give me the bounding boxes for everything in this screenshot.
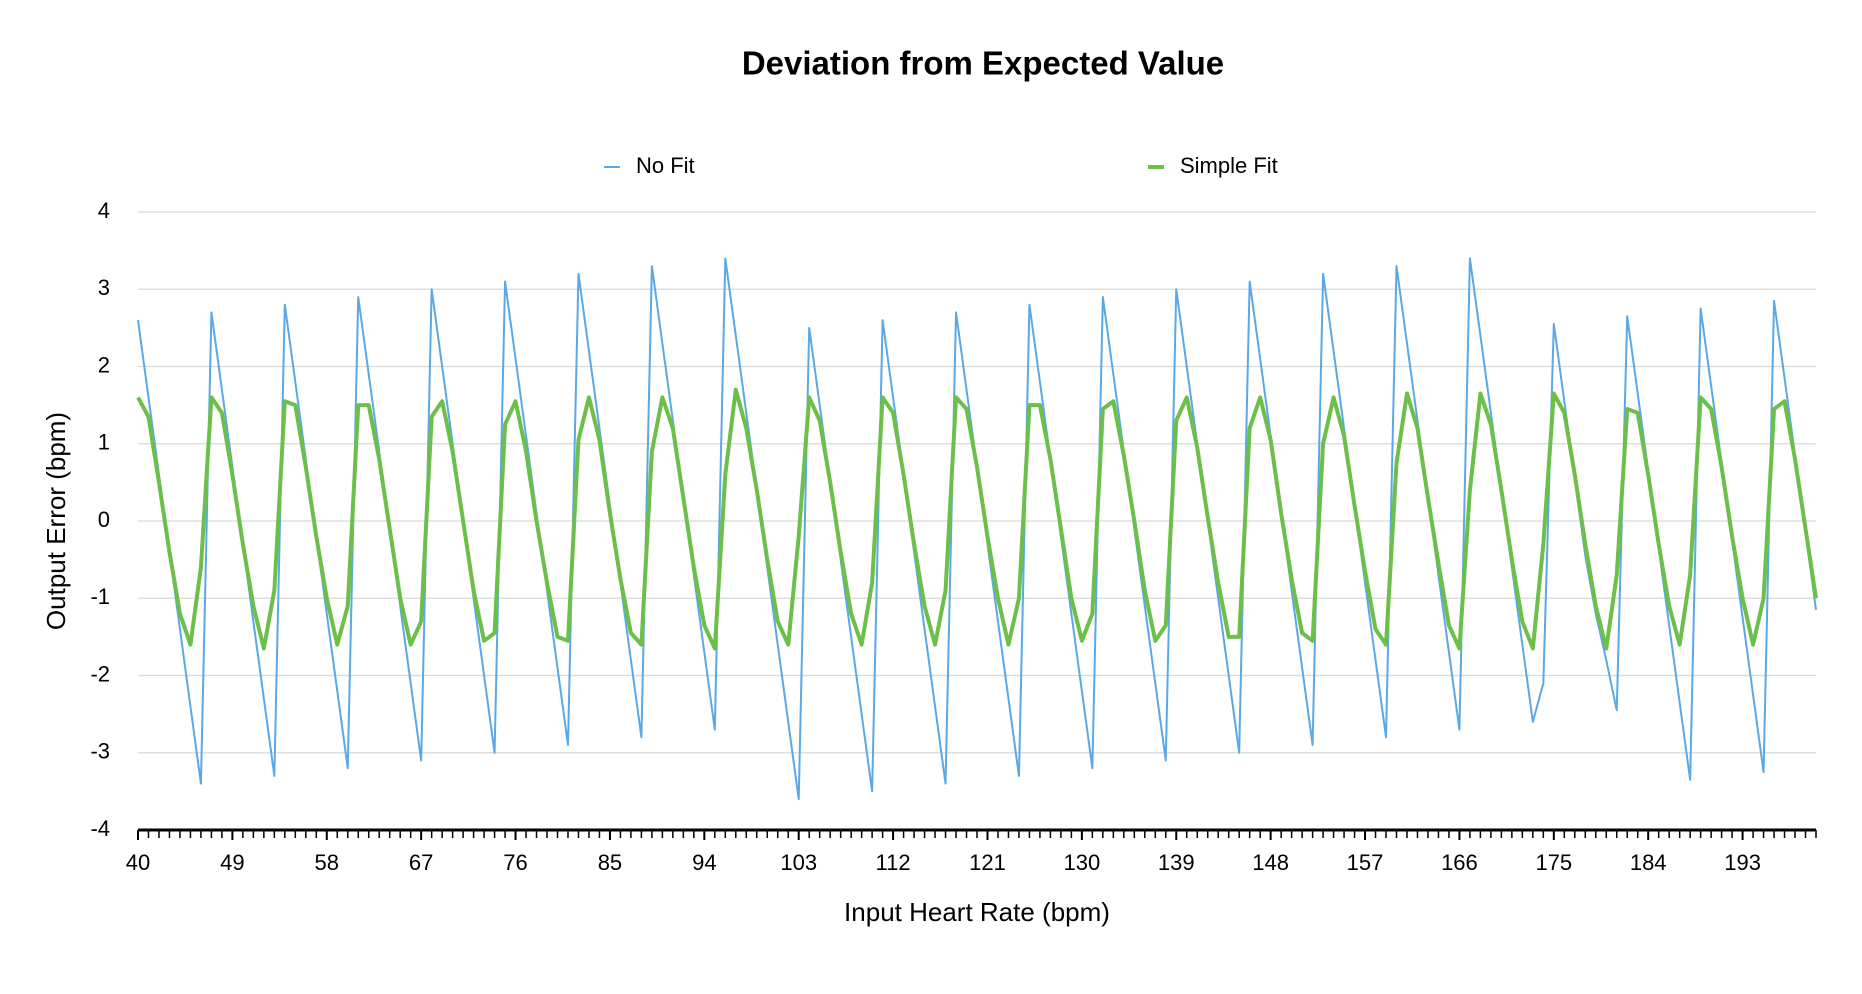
x-axis-label: Input Heart Rate (bpm) bbox=[844, 897, 1110, 927]
x-tick-label: 112 bbox=[876, 850, 911, 875]
x-tick-label: 166 bbox=[1441, 850, 1478, 875]
x-tick-label: 67 bbox=[409, 850, 433, 875]
x-tick-label: 40 bbox=[126, 850, 150, 875]
y-tick-label: -2 bbox=[90, 661, 110, 686]
x-tick-label: 121 bbox=[969, 850, 1006, 875]
x-tick-label: 94 bbox=[692, 850, 716, 875]
x-tick-label: 157 bbox=[1347, 850, 1384, 875]
x-tick-label: 85 bbox=[598, 850, 622, 875]
y-tick-label: 1 bbox=[98, 430, 110, 455]
x-tick-label: 184 bbox=[1630, 850, 1667, 875]
x-tick-label: 49 bbox=[220, 850, 244, 875]
x-tick-label: 175 bbox=[1535, 850, 1572, 875]
x-tick-label: 76 bbox=[503, 850, 527, 875]
y-axis-label: Output Error (bpm) bbox=[41, 412, 71, 630]
y-tick-label: 4 bbox=[98, 198, 110, 223]
x-tick-label: 103 bbox=[780, 850, 817, 875]
y-tick-label: 0 bbox=[98, 507, 110, 532]
y-tick-label: -3 bbox=[90, 739, 110, 764]
x-tick-label: 58 bbox=[315, 850, 339, 875]
y-tick-label: -4 bbox=[90, 816, 110, 841]
data-line bbox=[136, 387, 1818, 651]
x-tick-label: 148 bbox=[1252, 850, 1289, 875]
x-tick-label: 139 bbox=[1158, 850, 1195, 875]
y-tick-label: -1 bbox=[90, 584, 110, 609]
y-tick-label: 2 bbox=[98, 352, 110, 377]
y-tick-label: 3 bbox=[98, 275, 110, 300]
legend-label: No Fit bbox=[636, 153, 695, 178]
x-tick-label: 193 bbox=[1724, 850, 1761, 875]
chart-title: Deviation from Expected Value bbox=[742, 45, 1224, 82]
x-tick-label: 130 bbox=[1064, 850, 1101, 875]
legend-label: Simple Fit bbox=[1180, 153, 1278, 178]
